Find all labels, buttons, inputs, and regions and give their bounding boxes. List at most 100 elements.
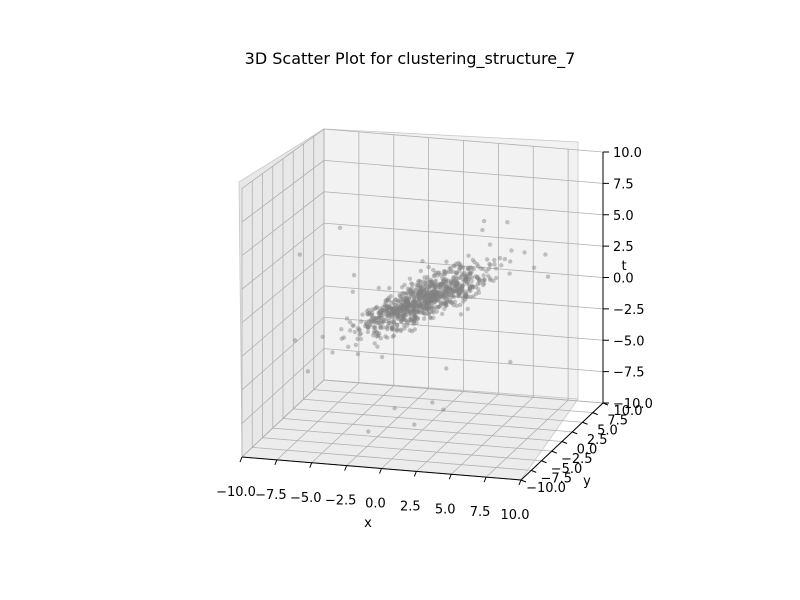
data-point — [461, 299, 466, 304]
data-point — [432, 292, 438, 297]
data-point — [442, 269, 447, 275]
y-tick-label: −10.0 — [526, 481, 566, 496]
data-point — [392, 311, 397, 316]
data-point — [364, 321, 369, 327]
data-point — [396, 305, 402, 311]
data-point — [443, 279, 449, 285]
x-tick-label: −2.5 — [325, 494, 357, 509]
data-point — [395, 306, 400, 311]
data-point — [429, 305, 434, 310]
data-point — [399, 308, 404, 314]
data-point — [446, 291, 451, 296]
data-point — [453, 283, 458, 289]
data-point — [379, 315, 385, 321]
data-point — [433, 297, 438, 303]
data-point — [411, 296, 417, 301]
data-point — [433, 270, 438, 276]
data-point — [387, 305, 392, 311]
data-point — [454, 303, 459, 308]
data-point — [381, 325, 386, 330]
data-point — [406, 320, 411, 325]
data-point — [440, 291, 446, 297]
data-point — [477, 280, 482, 286]
data-point — [404, 319, 410, 325]
data-point — [445, 299, 451, 304]
data-point — [400, 304, 405, 309]
data-point — [411, 319, 416, 324]
data-point — [429, 297, 434, 303]
data-point — [470, 284, 476, 290]
data-point — [424, 307, 430, 313]
data-point — [467, 286, 472, 291]
data-point — [439, 301, 444, 306]
data-point — [473, 274, 478, 279]
grid-line — [416, 394, 499, 472]
data-point — [422, 294, 427, 299]
data-point — [368, 322, 373, 328]
data-point — [412, 318, 417, 323]
data-point — [408, 293, 414, 298]
data-point — [385, 304, 390, 309]
data-point — [388, 294, 393, 299]
data-point — [392, 310, 398, 315]
t-axis-label: t — [621, 259, 626, 274]
data-point — [422, 280, 428, 286]
data-point — [403, 297, 409, 302]
data-point — [441, 407, 446, 412]
data-point — [446, 269, 451, 274]
data-point — [429, 279, 434, 284]
data-point — [425, 307, 430, 312]
data-point — [377, 306, 383, 311]
data-point — [486, 273, 491, 279]
data-point — [469, 265, 474, 271]
data-point — [412, 312, 417, 318]
data-point — [442, 294, 447, 299]
data-point — [467, 282, 472, 288]
data-point — [444, 294, 449, 299]
data-point — [408, 302, 413, 307]
data-point — [399, 302, 404, 308]
data-point — [453, 270, 459, 276]
data-point — [467, 271, 473, 276]
data-point — [430, 292, 435, 298]
data-point — [420, 283, 426, 288]
t-tick-labels: −10.0 −7.5 −5.0 −2.5 0.0 2.5 5.0 7.5 10.… — [613, 146, 653, 412]
data-point — [366, 429, 371, 434]
data-point — [412, 314, 417, 320]
data-point — [416, 282, 421, 288]
data-point — [457, 290, 462, 295]
data-point — [460, 287, 465, 292]
data-point — [486, 266, 492, 271]
data-point — [389, 327, 395, 332]
x-tick-label: 7.5 — [470, 505, 491, 520]
data-point — [414, 293, 419, 299]
data-point — [415, 316, 420, 321]
data-point — [395, 314, 400, 320]
data-point — [377, 314, 382, 319]
data-point — [377, 315, 382, 320]
data-point — [458, 265, 463, 270]
data-point — [435, 297, 441, 302]
data-point — [423, 303, 428, 308]
data-point — [433, 289, 439, 295]
data-point — [449, 281, 455, 286]
data-point — [384, 311, 389, 316]
data-point — [484, 257, 490, 262]
data-point — [389, 310, 394, 316]
data-point — [465, 294, 470, 299]
data-point — [418, 303, 424, 309]
data-point — [438, 299, 443, 305]
data-point — [410, 303, 415, 309]
data-point — [422, 294, 428, 299]
data-point — [389, 306, 394, 311]
data-point — [398, 308, 404, 313]
data-point — [408, 301, 413, 306]
data-point — [371, 333, 376, 338]
data-point — [425, 290, 431, 296]
data-point — [376, 315, 381, 320]
data-point — [396, 300, 401, 305]
data-point — [481, 281, 487, 286]
data-point — [429, 293, 434, 298]
data-point — [352, 329, 358, 335]
data-point — [545, 274, 551, 279]
